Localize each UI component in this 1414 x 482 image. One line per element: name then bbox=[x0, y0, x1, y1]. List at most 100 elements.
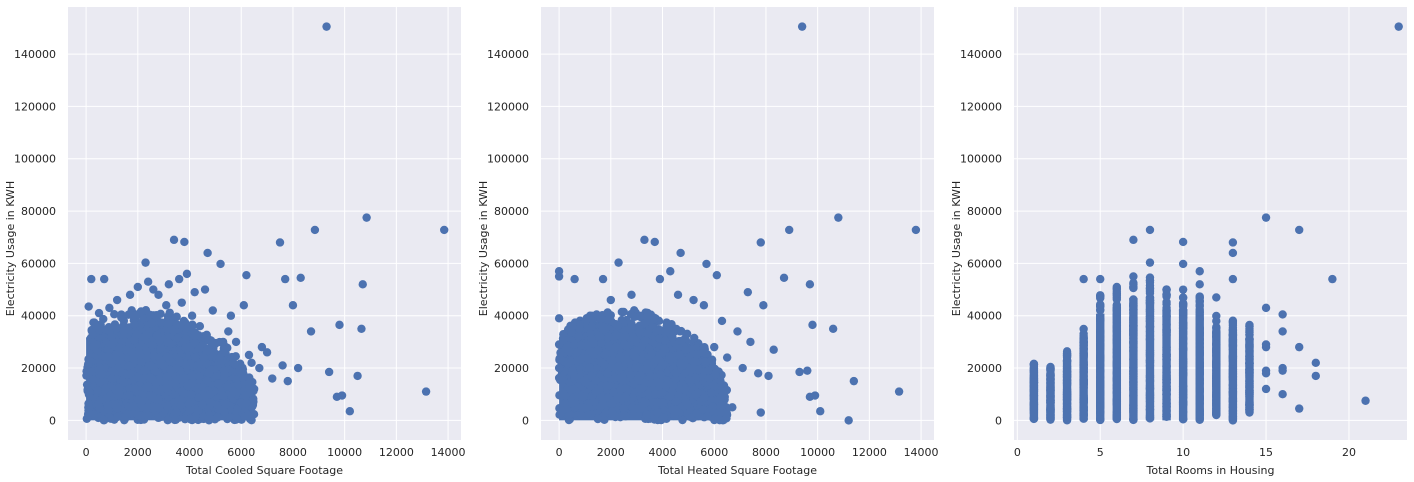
data-point bbox=[634, 376, 644, 385]
data-point bbox=[1079, 375, 1088, 384]
data-point bbox=[129, 311, 139, 320]
data-point bbox=[187, 378, 197, 388]
x-tick-label: 2000 bbox=[124, 446, 152, 459]
data-point bbox=[114, 383, 124, 392]
data-point bbox=[85, 388, 94, 397]
data-point bbox=[1129, 272, 1138, 281]
data-point bbox=[215, 353, 224, 363]
data-point bbox=[691, 390, 701, 399]
data-point bbox=[1129, 363, 1138, 372]
y-tick-label: 0 bbox=[995, 414, 1002, 427]
data-point bbox=[1079, 329, 1088, 338]
data-point bbox=[1112, 360, 1122, 370]
data-point bbox=[149, 351, 159, 361]
data-point bbox=[1311, 371, 1320, 381]
data-point bbox=[172, 408, 181, 417]
data-point bbox=[797, 22, 807, 31]
data-point bbox=[232, 413, 241, 423]
x-tick-label: 4000 bbox=[176, 446, 204, 459]
data-point bbox=[206, 398, 216, 408]
data-point bbox=[203, 248, 212, 258]
data-point bbox=[610, 332, 620, 341]
data-point bbox=[1195, 392, 1204, 401]
y-tick-label: 40000 bbox=[494, 310, 529, 323]
data-point bbox=[684, 375, 694, 384]
data-point bbox=[671, 374, 680, 384]
data-point bbox=[1129, 295, 1138, 304]
data-point bbox=[1129, 355, 1138, 364]
data-point bbox=[716, 408, 725, 417]
data-point bbox=[180, 373, 189, 383]
data-point bbox=[1096, 315, 1105, 325]
data-point bbox=[124, 361, 133, 371]
data-point bbox=[247, 358, 256, 368]
data-point bbox=[709, 381, 719, 391]
data-point bbox=[190, 287, 199, 297]
data-point bbox=[564, 411, 573, 420]
data-point bbox=[1178, 307, 1188, 317]
data-point bbox=[665, 355, 675, 364]
data-point bbox=[746, 337, 755, 347]
data-point bbox=[278, 361, 287, 370]
data-point bbox=[173, 333, 182, 343]
data-point bbox=[1046, 403, 1055, 412]
data-point bbox=[554, 363, 564, 373]
data-point bbox=[1195, 374, 1204, 384]
data-point bbox=[563, 359, 573, 368]
data-point bbox=[1112, 312, 1122, 322]
data-point bbox=[558, 376, 567, 385]
data-point bbox=[84, 399, 93, 408]
data-point bbox=[112, 295, 122, 305]
data-point bbox=[163, 416, 172, 425]
data-point bbox=[337, 391, 347, 400]
data-point bbox=[1228, 248, 1238, 258]
data-point bbox=[703, 366, 713, 376]
data-point bbox=[1195, 410, 1204, 419]
data-point bbox=[849, 376, 859, 386]
y-tick-label: 0 bbox=[522, 414, 529, 427]
data-point bbox=[1228, 406, 1238, 415]
data-point bbox=[650, 313, 659, 323]
y-tick-label: 20000 bbox=[967, 362, 1002, 375]
data-point bbox=[1029, 360, 1039, 370]
x-tick-label: 10000 bbox=[327, 446, 362, 459]
data-point bbox=[1129, 278, 1138, 288]
data-point bbox=[1145, 281, 1155, 290]
data-point bbox=[143, 411, 153, 420]
x-tick-label: 14000 bbox=[904, 446, 939, 459]
data-point bbox=[1112, 300, 1122, 310]
data-point bbox=[243, 411, 252, 420]
data-point bbox=[107, 332, 116, 342]
x-tick-label: 2000 bbox=[597, 446, 625, 459]
data-point bbox=[1162, 285, 1171, 294]
data-point bbox=[1162, 402, 1171, 411]
data-point bbox=[1295, 342, 1304, 352]
data-point bbox=[1162, 303, 1171, 313]
data-point bbox=[163, 337, 173, 347]
data-point bbox=[322, 22, 331, 31]
data-point bbox=[92, 340, 101, 349]
data-point bbox=[688, 363, 697, 373]
data-point bbox=[140, 366, 149, 375]
data-point bbox=[597, 338, 606, 348]
data-point bbox=[204, 335, 213, 345]
y-tick-label: 80000 bbox=[494, 205, 529, 218]
data-point bbox=[635, 311, 645, 321]
y-axis-label: Electricity Usage in KWH bbox=[950, 181, 963, 316]
data-point bbox=[1195, 280, 1204, 289]
data-point bbox=[1278, 366, 1287, 375]
data-point bbox=[585, 363, 594, 372]
data-point bbox=[1212, 316, 1221, 326]
data-point bbox=[187, 311, 197, 320]
data-point bbox=[634, 404, 644, 413]
data-point bbox=[805, 280, 815, 289]
data-point bbox=[1162, 362, 1171, 371]
data-point bbox=[165, 308, 174, 317]
data-point bbox=[716, 401, 725, 411]
data-point bbox=[1212, 362, 1221, 371]
data-point bbox=[689, 295, 698, 305]
data-point bbox=[358, 280, 367, 289]
data-point bbox=[345, 407, 355, 416]
data-point bbox=[149, 285, 158, 294]
data-point bbox=[785, 225, 794, 235]
